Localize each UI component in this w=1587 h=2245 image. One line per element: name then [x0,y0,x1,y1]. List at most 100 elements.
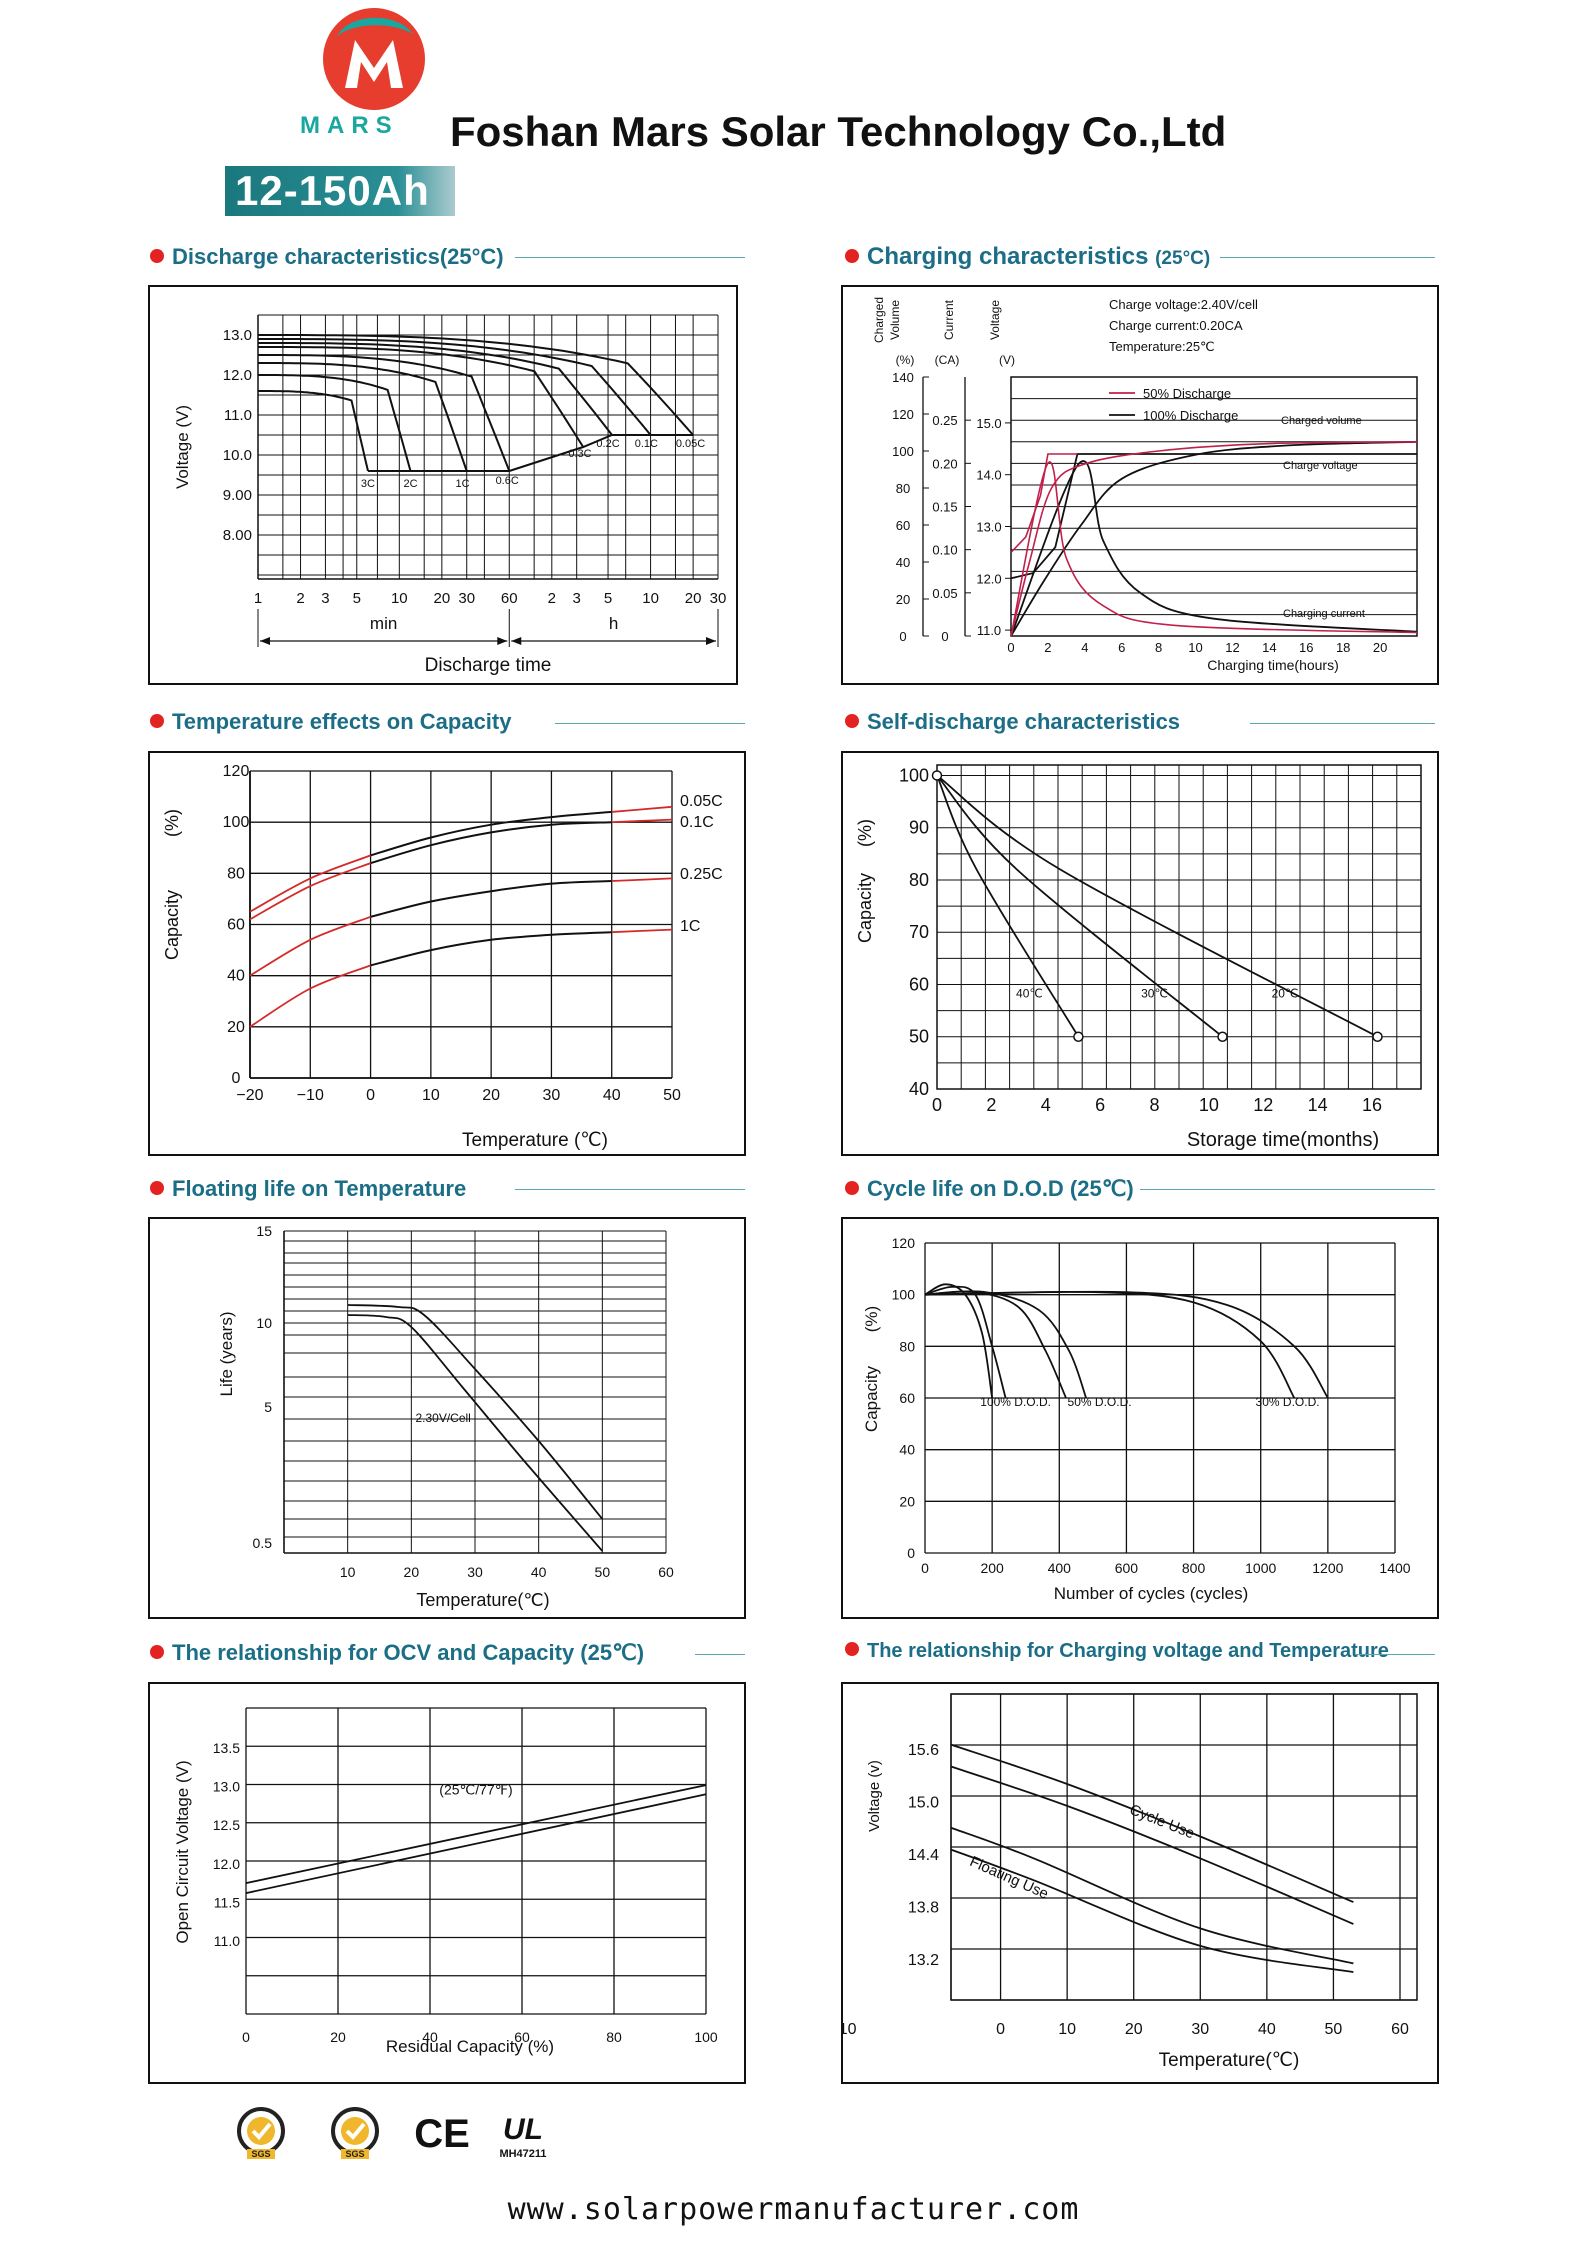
x-tick-label: 40 [422,2029,438,2045]
x-tick-label: 5 [353,590,361,607]
ocv-chart: 13.5 13.0 12.5 12.0 11.5 11.0 0 20 40 60 80 100 Open… [173,1707,718,2056]
plot-frame [936,764,1422,1090]
x-tick-label: 2 [986,1095,996,1115]
x-tick-label: 0 [932,1095,942,1115]
discharge-curve [258,346,585,448]
dod-label: 50% D.O.D. [1068,1395,1132,1409]
y-tick-label: 9.00 [223,487,252,504]
x-axis-label: Charging time(hours) [1207,657,1339,673]
end-marker [1073,1031,1084,1042]
footer-url: www.solarpowermanufacturer.com [507,2192,1080,2227]
y-tick-label: 0.20 [932,456,957,471]
x-tick-label: 400 [1048,1560,1072,1576]
discharge-curve [258,334,694,436]
y-tick-label: 12.0 [976,571,1001,586]
series-label: 0.25C [680,866,723,883]
x-axis-label: Temperature(℃) [416,1590,549,1610]
bullet-icon [845,714,859,728]
series-label: 0.1C [680,814,714,831]
plot-frame [950,1693,1418,2001]
x-tick-label: 1000 [1245,1560,1276,1576]
y-tick-label: 13.0 [223,327,252,344]
brand-wordmark: MARS [300,112,399,139]
y-tick-label: 80 [896,481,910,496]
x-tick-label: 10 [1188,640,1202,655]
panel-selfdischarge: 100 90 80 70 60 50 40 0 2 4 6 8 10 12 14 16 Capacity (%) S… [841,751,1439,1156]
y-tick-label: 100 [892,1287,916,1303]
y-axis-unit: (%) [862,1306,881,1332]
panel-cycle: 120 100 80 60 40 20 0 0 200 400 600 800 1000 1200 1400… [841,1217,1439,1619]
y-tick-label: 60 [227,917,245,934]
discharge-curve [258,338,652,436]
x-tick-label: 1200 [1312,1560,1343,1576]
heading-temperature: Temperature effects on Capacity [150,709,511,739]
capacity-curve [370,931,612,967]
bullet-icon [150,714,164,728]
y-tick-label: 13.0 [976,520,1001,535]
sgs-cert-icon: SGS [331,2107,379,2159]
y-axis-label: Open Circuit Voltage (V) [173,1760,192,1943]
x-tick-label: 0 [921,1560,929,1576]
end-marker [1372,1031,1383,1042]
y-tick-label: 60 [909,974,929,994]
y-tick-label: 60 [896,518,910,533]
x-tick-label: 20 [685,590,702,607]
heading-cycle: Cycle life on D.O.D (25℃) [845,1176,1134,1206]
cycle-use-lower [950,1765,1354,1925]
arrow-head-icon [706,637,716,645]
x-tick-label: 12 [1253,1095,1273,1115]
voltage-curve-50 [1010,453,1078,553]
panel-chargevolt: 15.6 15.0 14.4 13.8 13.2 −10 0 10 20 30 40 50 60 Volt… [841,1682,1439,2084]
legend-label: 100% Discharge [1143,408,1238,423]
plot-frame [1010,376,1418,637]
life-curve-upper [347,1304,603,1520]
y-tick-label: 40 [896,555,910,570]
capacity-curve-cold [249,964,371,1028]
y-tick-label: 0 [899,629,906,644]
x-tick-label: 80 [606,2029,622,2045]
series-label: 1C [455,478,469,490]
mars-logo-icon [323,8,425,110]
x-tick-label: 60 [501,590,518,607]
heading-underline [695,1654,745,1655]
y-tick-label: 0 [907,1545,915,1561]
annotation: (25℃/77℉) [439,1781,512,1797]
cert-label: SGS [345,2149,364,2159]
x-tick-label: 60 [514,2029,530,2045]
x-tick-label: 20 [330,2029,346,2045]
series-label: 0.05C [680,793,723,810]
discharge-curve [258,342,613,436]
cycle-curve [924,1290,1067,1399]
x-axis-label: Temperature(℃) [1159,2050,1300,2071]
floating-use-lower [950,1848,1354,1973]
self-discharge-line [936,775,1080,1038]
ocv-line-lower [245,1793,707,1894]
x-tick-label: 20 [482,1087,500,1104]
x-tick-label: 0 [242,2029,250,2045]
y-tick-label: 0.05 [932,586,957,601]
heading-underline [515,1189,745,1190]
axis-title: Volume [888,300,902,340]
current-curve-100 [1010,460,1418,637]
discharge-curve [258,390,369,472]
y-axis-unit: (%) [162,809,182,837]
heading-text: Discharge characteristics(25°C) [172,244,504,269]
voltage-curve-100 [1010,453,1417,580]
y-tick-label: 15.0 [908,1795,939,1812]
annotation: Charge voltage [1283,460,1358,472]
bullet-icon [845,249,859,263]
series-label: 3C [361,478,375,490]
series-label: 2C [403,478,417,490]
chargevolt-chart: 15.6 15.0 14.4 13.8 13.2 −10 0 10 20 30 40 50 60 Volt… [843,1693,1418,2071]
x-tick-label: 18 [1336,640,1350,655]
end-marker [1217,1031,1228,1042]
x-tick-label: 5 [604,590,612,607]
series-label: 0.6C [496,475,519,487]
info-text: Charge voltage:2.40V/cell [1109,297,1258,312]
x-tick-label: 30 [710,590,727,607]
y-tick-label: 15.6 [908,1742,939,1759]
y-tick-label: 0.5 [253,1535,273,1551]
x-tick-label: 1 [254,590,262,607]
x-tick-label: 6 [1095,1095,1105,1115]
